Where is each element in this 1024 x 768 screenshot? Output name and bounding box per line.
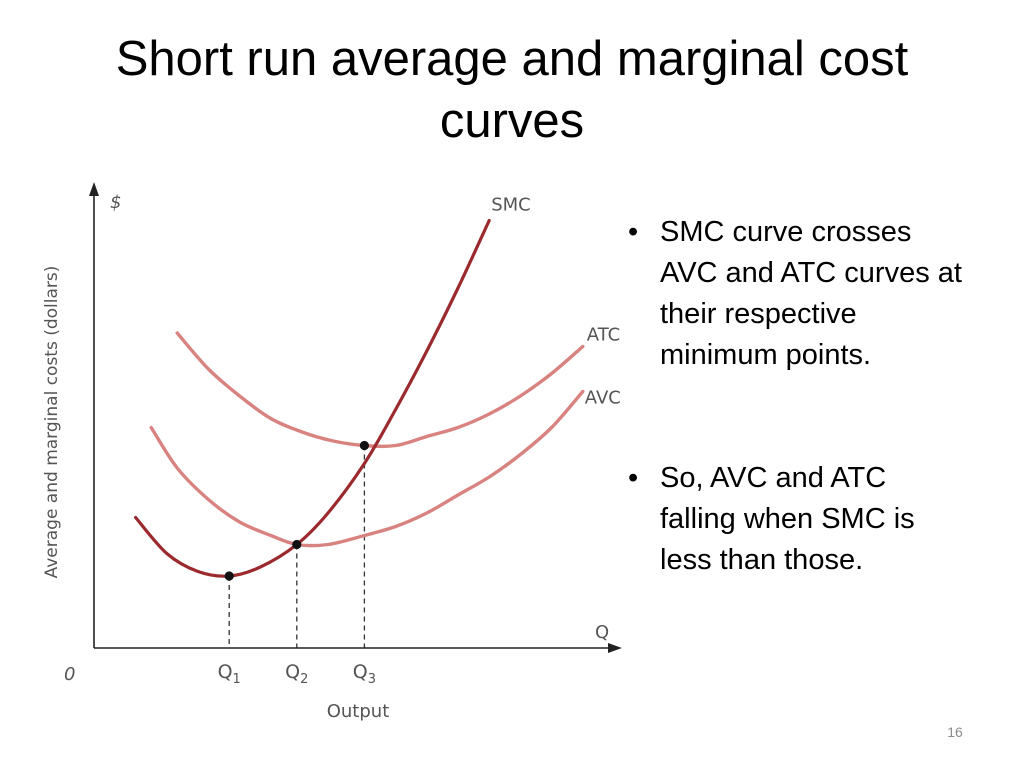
smc-label: SMC xyxy=(491,195,531,216)
avc-label: AVC xyxy=(585,388,621,409)
bullet-marker: • xyxy=(628,216,639,248)
x-tick-label-2: Q2 xyxy=(285,661,308,687)
bullet-list: • SMC curve crosses AVC and ATC curves a… xyxy=(628,212,968,663)
x-axis-arrowhead xyxy=(608,643,622,653)
bullet-text: So, AVC and ATC falling when SMC is less… xyxy=(660,462,915,576)
bullet-marker: • xyxy=(628,462,639,494)
atc-curve xyxy=(175,331,585,449)
intersection-points xyxy=(224,440,369,581)
page-number: 16 xyxy=(947,724,963,740)
x-axis-symbol: Q xyxy=(595,622,609,643)
y-axis-arrowhead xyxy=(89,182,99,196)
x-tick-labels: Q1 Q2 Q3 xyxy=(218,661,376,687)
y-axis-label: Average and marginal costs (dollars) xyxy=(42,266,62,579)
atc-label: ATC xyxy=(587,325,620,346)
cost-curves-svg: SMC ATC AVC Q1 Q2 Q3 $ Q 0 Output Average an… xyxy=(42,182,622,722)
y-axis-symbol: $ xyxy=(110,192,121,213)
dashed-guide-lines xyxy=(228,445,366,648)
slide-title: Short run average and marginal cost curv… xyxy=(115,32,909,148)
avc-curve xyxy=(149,389,585,548)
x-axis-label: Output xyxy=(327,701,390,722)
atc-minimum-point xyxy=(359,440,369,451)
bullet-item: • So, AVC and ATC falling when SMC is le… xyxy=(628,458,968,581)
bullet-text: SMC curve crosses AVC and ATC curves at … xyxy=(660,216,962,371)
x-tick-label-3: Q3 xyxy=(353,661,376,687)
bullet-item: • SMC curve crosses AVC and ATC curves a… xyxy=(628,212,968,376)
smc-curve xyxy=(134,218,491,578)
series-labels: SMC ATC AVC xyxy=(491,195,621,409)
curve-series xyxy=(134,218,585,578)
axes xyxy=(89,182,622,653)
smc-minimum-point xyxy=(224,571,234,581)
origin-label: 0 xyxy=(64,664,75,685)
cost-curves-chart: SMC ATC AVC Q1 Q2 Q3 $ Q 0 Output Average an… xyxy=(0,170,640,730)
avc-minimum-point xyxy=(292,539,302,550)
x-tick-label-1: Q1 xyxy=(218,661,241,687)
